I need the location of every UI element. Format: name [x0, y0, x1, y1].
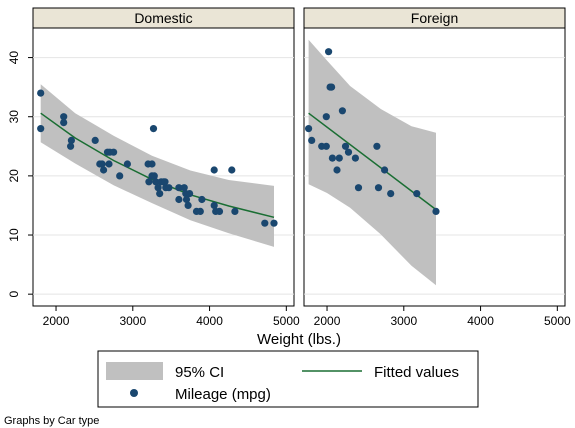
x-axis-title: Weight (lbs.) [257, 331, 341, 348]
y-tick-label: 20 [7, 169, 21, 183]
x-tick-label: 3000 [119, 314, 146, 328]
y-tick-label: 40 [7, 51, 21, 65]
data-point [99, 160, 106, 167]
x-tick-label: 4000 [467, 314, 494, 328]
legend: 95% CI Fitted values Mileage (mpg) [98, 351, 478, 407]
data-point [216, 208, 223, 215]
data-point [175, 196, 182, 203]
data-point [355, 184, 362, 191]
data-point [165, 184, 172, 191]
data-point [150, 125, 157, 132]
data-point [270, 220, 277, 227]
data-point [145, 178, 152, 185]
data-point [333, 166, 340, 173]
legend-label-mileage: Mileage (mpg) [175, 386, 271, 403]
data-point [37, 90, 44, 97]
panel-title: Domestic [134, 10, 192, 26]
data-point [432, 208, 439, 215]
data-point [328, 84, 335, 91]
data-point [339, 107, 346, 114]
panel-title: Foreign [411, 10, 458, 26]
x-tick-label: 5000 [273, 314, 300, 328]
data-point [92, 137, 99, 144]
data-point [325, 48, 332, 55]
data-point [323, 143, 330, 150]
data-point [305, 125, 312, 132]
data-point [156, 190, 163, 197]
data-point [323, 113, 330, 120]
x-tick-label: 3000 [390, 314, 417, 328]
x-tick-label: 2000 [43, 314, 70, 328]
legend-ci-swatch [106, 362, 163, 380]
data-point [308, 137, 315, 144]
data-point [413, 190, 420, 197]
data-point [116, 172, 123, 179]
legend-mileage-marker [130, 389, 138, 397]
data-point [352, 155, 359, 162]
data-point [105, 160, 112, 167]
data-point [387, 190, 394, 197]
y-tick-label: 10 [7, 228, 21, 242]
legend-label-ci: 95% CI [175, 364, 224, 381]
data-point [198, 196, 205, 203]
x-tick-label: 5000 [544, 314, 571, 328]
data-point [373, 143, 380, 150]
x-tick-label: 2000 [314, 314, 341, 328]
x-tick-label: 4000 [196, 314, 223, 328]
data-point [100, 166, 107, 173]
data-point [231, 208, 238, 215]
data-point [110, 149, 117, 156]
data-point [211, 202, 218, 209]
panel-foreign: Foreign 2000 3000 4000 5000 [304, 8, 571, 328]
data-point [197, 208, 204, 215]
data-point [185, 202, 192, 209]
data-point [60, 119, 67, 126]
data-point [124, 160, 131, 167]
data-point [329, 155, 336, 162]
data-point [186, 190, 193, 197]
data-point [228, 166, 235, 173]
y-tick-label: 0 [7, 291, 21, 298]
data-point [381, 166, 388, 173]
y-tick-label: 30 [7, 110, 21, 124]
legend-label-fitted: Fitted values [374, 364, 459, 381]
data-point [148, 160, 155, 167]
data-point [67, 143, 74, 150]
panel-domestic: Domestic 2000 3000 4000 5000 0 10 20 30 40 [7, 8, 300, 328]
data-point [261, 220, 268, 227]
graph-note: Graphs by Car type [4, 415, 99, 427]
data-point [336, 155, 343, 162]
data-point [37, 125, 44, 132]
data-point [211, 166, 218, 173]
data-point [375, 184, 382, 191]
data-point [345, 149, 352, 156]
